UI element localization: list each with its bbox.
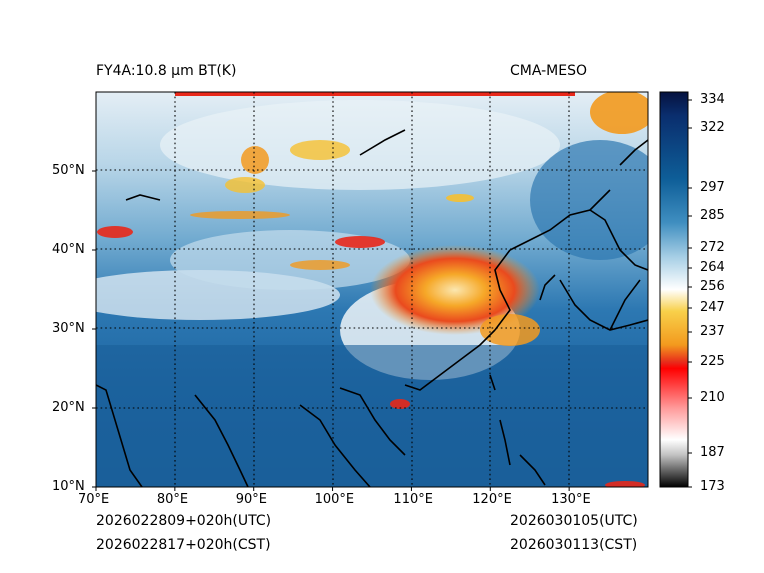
init-cst-label: 2026022817+020h(CST): [96, 537, 271, 553]
y-tick-label: 20°N: [52, 400, 85, 415]
x-tick-label: 70°E: [78, 492, 110, 507]
colorbar-tick-label: 297: [700, 180, 725, 195]
colorbar-tick-label: 272: [700, 240, 725, 255]
colorbar-tick-label: 264: [700, 260, 725, 275]
colorbar-tick-label: 322: [700, 120, 725, 135]
title-left: FY4A:10.8 µm BT(K): [96, 63, 237, 79]
colorbar-tick-label: 173: [700, 479, 725, 494]
colorbar: [659, 91, 689, 488]
valid-cst-label: 2026030113(CST): [510, 537, 638, 553]
colorbar-tick-label: 256: [700, 279, 725, 294]
x-tick-label: 120°E: [472, 492, 512, 507]
y-tick-label: 40°N: [52, 242, 85, 257]
colorbar-tick-label: 210: [700, 390, 725, 405]
colorbar-tick-label: 334: [700, 92, 725, 107]
title-right: CMA-MESO: [510, 63, 588, 79]
colorbar-tick-label: 225: [700, 354, 725, 369]
plot-frame: [95, 91, 649, 488]
colorbar-tick-label: 247: [700, 300, 725, 315]
x-tick-label: 110°E: [393, 492, 433, 507]
y-tick-label: 30°N: [52, 321, 85, 336]
y-tick-label: 50°N: [52, 163, 85, 178]
graticule: [96, 92, 648, 487]
x-tick-label: 100°E: [314, 492, 355, 507]
bt-field: [96, 92, 648, 487]
colorbar-tick-label: 285: [700, 208, 725, 223]
valid-utc-label: 2026030105(UTC): [510, 513, 638, 529]
colorbar-tick-label: 237: [700, 324, 725, 339]
x-tick-label: 80°E: [156, 492, 189, 507]
y-tick-label: 10°N: [52, 479, 85, 494]
init-utc-label: 2026022809+020h(UTC): [96, 513, 272, 529]
x-tick-label: 90°E: [235, 492, 267, 507]
coastlines: [96, 129, 648, 487]
x-tick-label: 130°E: [551, 492, 591, 507]
colorbar-tick-label: 187: [700, 445, 725, 460]
